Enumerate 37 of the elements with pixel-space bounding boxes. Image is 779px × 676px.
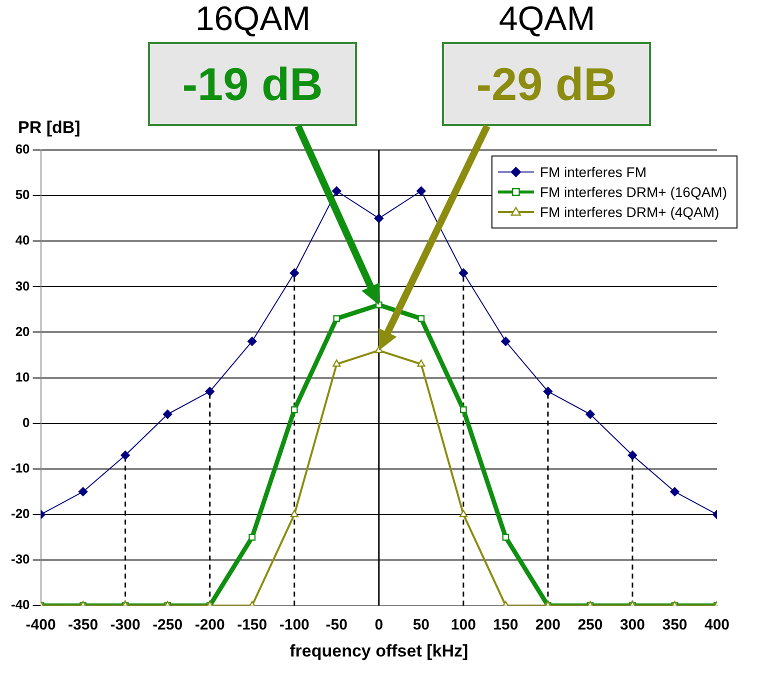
x-tick-label: -250 [152,616,183,634]
y-tick-label: -20 [10,506,30,522]
text: -29 dB [442,42,651,126]
text: -19 dB [148,42,357,126]
x-tick-label: -200 [194,616,225,634]
x-tick-label: -150 [237,616,268,634]
legend-label: FM interferes FM [540,164,646,180]
y-tick-label: 20 [15,324,30,339]
y-tick-label: 30 [15,278,30,294]
y-tick-label: -30 [10,552,30,567]
x-axis-title: frequency offset [kHz] [290,641,468,660]
x-tick-label: -350 [68,616,98,634]
x-tick-label: 150 [493,616,518,634]
x-tick-label: 400 [704,616,730,634]
y-tick-label: 60 [15,142,30,157]
y-tick-label: 10 [15,369,30,384]
y-tick-label: 0 [22,414,30,430]
y-axis-title: PR [dB] [18,118,80,138]
x-tick-label: 250 [578,616,603,634]
x-tick-label: 50 [412,616,430,634]
x-tick-label: -400 [26,616,56,634]
y-tick-label: 40 [15,232,30,248]
x-tick-label: 350 [662,616,688,634]
x-tick-label: -100 [279,616,310,634]
y-tick-label: 50 [15,187,30,202]
y-tick-label: -10 [10,460,30,476]
x-tick-label: 300 [620,616,645,634]
y-tick-label: -40 [10,597,30,612]
text: 16QAM [194,0,312,39]
text: 4QAM [498,0,596,39]
x-tick-label: 200 [535,616,560,634]
x-tick-label: -50 [326,616,348,634]
legend-label: FM interferes DRM+ (4QAM) [540,204,720,220]
x-tick-label: 0 [374,616,384,634]
x-tick-label: 100 [450,616,476,634]
legend-label: FM interferes DRM+ (16QAM) [540,184,728,200]
x-tick-label: -300 [110,616,140,634]
